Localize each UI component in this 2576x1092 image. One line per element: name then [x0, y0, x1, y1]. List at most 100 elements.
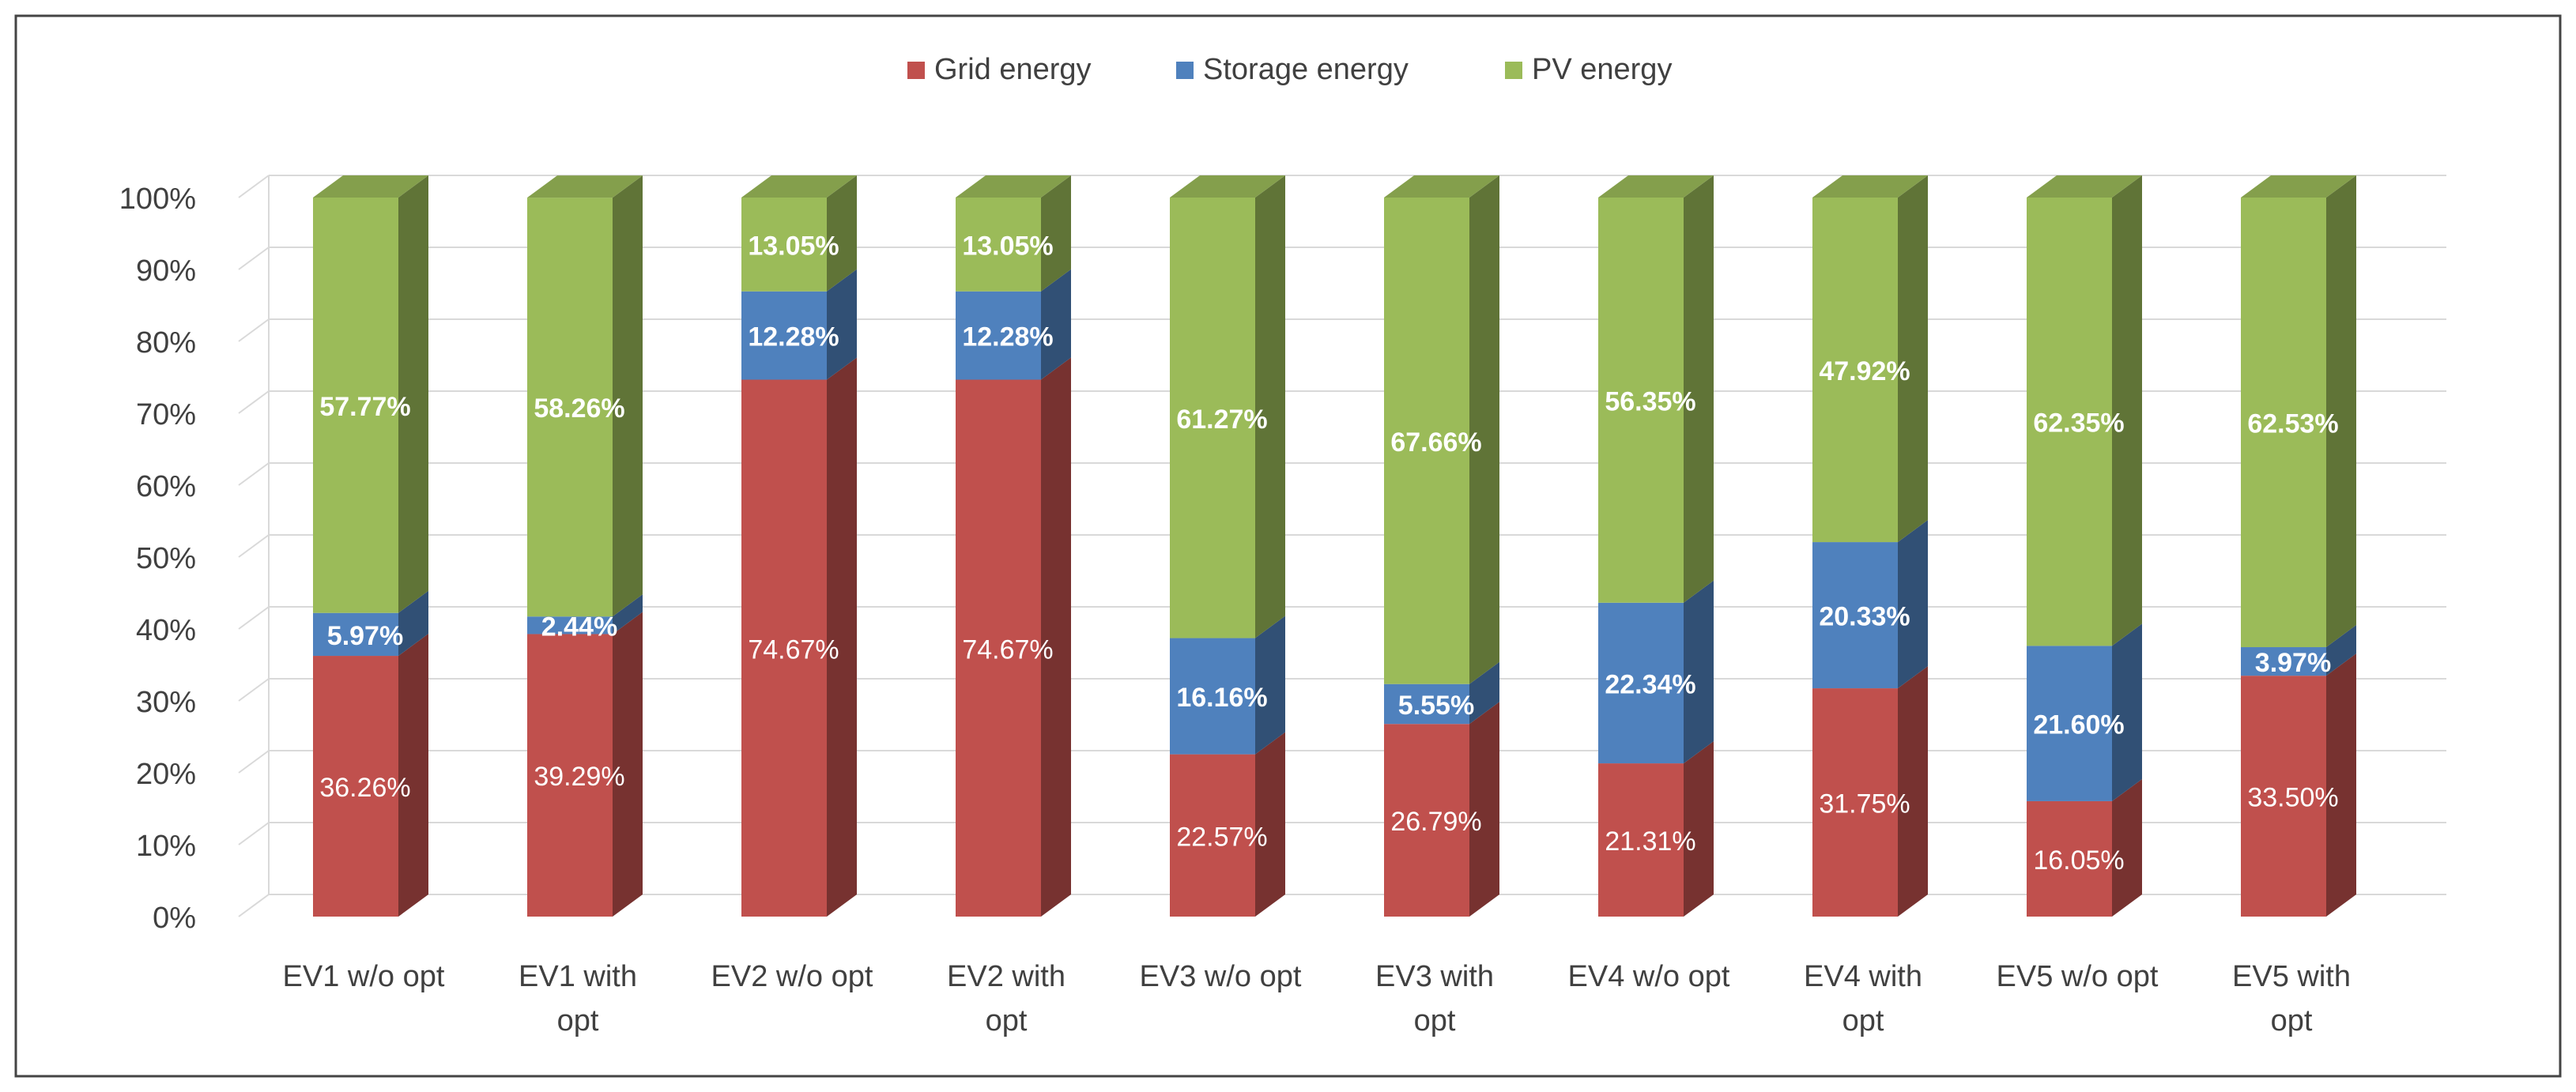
- x-tick-label: EV5 w/o opt: [1997, 960, 2159, 993]
- bar-segment: [1384, 661, 1499, 725]
- y-tick-label: 70%: [136, 398, 196, 431]
- x-tick-label: EV4 w/o opt: [1568, 960, 1730, 993]
- data-label: 12.28%: [748, 322, 839, 352]
- bar-segment-side: [1684, 741, 1714, 917]
- y-tick-label: 0%: [153, 902, 196, 935]
- bar-segment-side: [1684, 175, 1714, 603]
- bar-segment-side: [398, 634, 428, 917]
- bar-segment: [741, 269, 857, 380]
- data-label: 16.16%: [1176, 683, 1267, 713]
- bar-segment-front: [2241, 198, 2326, 648]
- gridline-side: [238, 750, 270, 774]
- legend-swatch: [1505, 62, 1522, 79]
- bar-segment-front: [1598, 763, 1684, 917]
- y-axis-tick-labels: 0% 10% 20% 30% 40% 50% 60% 70% 80% 90% 100%: [119, 183, 196, 935]
- bar-segment-front: [527, 198, 613, 617]
- gridline-side: [238, 606, 270, 630]
- y-tick-label: 80%: [136, 326, 196, 360]
- bar-top: [527, 175, 643, 198]
- data-label: 13.05%: [748, 231, 839, 261]
- x-tick-label: EV4 with opt: [1804, 960, 1922, 1037]
- data-label: 20.33%: [1819, 602, 1910, 632]
- gridline-side: [238, 678, 270, 702]
- bar-segment: [1384, 702, 1499, 917]
- x-tick-label: EV3 w/o opt: [1140, 960, 1302, 993]
- bar-segment: [2027, 623, 2142, 801]
- bar-top: [1812, 175, 1928, 198]
- data-label: 36.26%: [319, 773, 410, 803]
- y-tick-label: 20%: [136, 758, 196, 791]
- y-tick-label: 50%: [136, 542, 196, 575]
- bar-segment-front: [741, 198, 827, 292]
- bar-segment-front: [1170, 754, 1255, 917]
- data-label: 39.29%: [534, 762, 624, 792]
- bar-segment: [1812, 175, 1928, 543]
- bar-segment-side: [1469, 702, 1499, 917]
- data-label: 31.75%: [1819, 789, 1910, 819]
- bar-segment-front: [527, 634, 613, 917]
- bar-segment-front: [2241, 647, 2326, 676]
- bar-segment: [2241, 653, 2356, 917]
- legend-swatch: [907, 62, 925, 79]
- bar-segment-side: [1684, 580, 1714, 764]
- data-label: 22.57%: [1176, 822, 1267, 852]
- bar-segment: [2027, 175, 2142, 646]
- gridline-side: [238, 175, 270, 198]
- gridline-side: [238, 390, 270, 414]
- gridline-side: [238, 247, 270, 270]
- bar-segment-side: [1255, 732, 1285, 917]
- y-tick-label: 40%: [136, 614, 196, 647]
- bar-segment-front: [1170, 198, 1255, 638]
- bar-top: [2027, 175, 2142, 198]
- bar-segment-side: [2326, 625, 2356, 676]
- bar-segment: [741, 175, 857, 292]
- bar-top: [313, 175, 428, 198]
- legend-label: Storage energy: [1203, 53, 1409, 86]
- x-tick-label: EV1 w/o opt: [283, 960, 445, 993]
- bar-segment-side: [613, 594, 643, 634]
- data-label: 12.28%: [962, 322, 1053, 352]
- legend-swatch: [1176, 62, 1194, 79]
- bar-segment-front: [313, 198, 398, 613]
- data-label: 62.35%: [2033, 409, 2124, 439]
- bar-segment: [313, 590, 428, 657]
- bar-segment-front: [2027, 198, 2112, 646]
- bar-segment-side: [2326, 175, 2356, 648]
- data-label: 47.92%: [1819, 356, 1910, 386]
- bar-segment: [1812, 520, 1928, 689]
- data-label: 2.44%: [541, 612, 617, 642]
- bar-segment: [1598, 580, 1714, 764]
- bars: [313, 175, 2356, 917]
- bar-segment-front: [956, 379, 1041, 917]
- data-labels: 36.26% 5.97% 57.77% 39.29% 2.44% 58.26% 74.67%…: [319, 231, 2338, 875]
- gridline-side: [238, 534, 270, 558]
- bar-segment: [1170, 616, 1285, 755]
- gridline-side: [238, 822, 270, 845]
- y-tick-label: 30%: [136, 686, 196, 719]
- bar-segment-front: [1598, 198, 1684, 603]
- bar-top: [741, 175, 857, 198]
- bar-segment: [2241, 625, 2356, 676]
- data-label: 67.66%: [1390, 427, 1481, 458]
- bar-segment-front: [1812, 198, 1898, 543]
- bar-segment: [527, 175, 643, 617]
- bar-top: [1170, 175, 1285, 198]
- bar-segment-front: [956, 291, 1041, 380]
- bar-top: [2241, 175, 2356, 198]
- data-label: 57.77%: [319, 392, 410, 422]
- gridline-side: [238, 894, 270, 917]
- bar-segment-front: [1384, 198, 1469, 684]
- bar-segment: [2241, 175, 2356, 648]
- bar-segment: [956, 269, 1071, 380]
- data-label: 13.05%: [962, 231, 1053, 261]
- bar-segment-front: [2241, 676, 2326, 917]
- data-label: 61.27%: [1176, 405, 1267, 435]
- bar-segment-front: [741, 291, 827, 380]
- bar-segment-side: [398, 175, 428, 613]
- bar-segment-side: [1041, 357, 1071, 917]
- bar-segment-side: [398, 590, 428, 657]
- bar-segment: [1598, 741, 1714, 917]
- bar-segment-side: [1898, 520, 1928, 689]
- x-tick-label: EV2 with opt: [947, 960, 1065, 1037]
